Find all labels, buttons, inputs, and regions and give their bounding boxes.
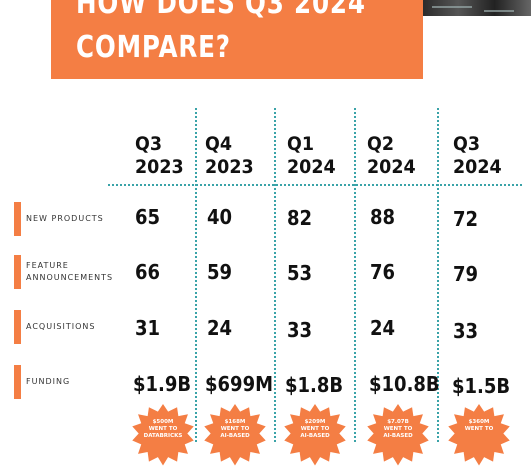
column-year: 2024 [453, 156, 502, 178]
row-marker [14, 365, 21, 399]
badge-line: $360M [468, 419, 490, 425]
badge-text: $7.07B WENT TO AI-BASED [367, 419, 428, 440]
row-marker [14, 202, 21, 236]
funding-badge: $500M WENT TO DATABRICKS [132, 404, 194, 466]
badge-text: $360M WENT TO [448, 419, 509, 433]
column-quarter: Q4 [205, 133, 233, 155]
cell-value: 33 [287, 318, 313, 342]
cell-value: 79 [453, 262, 479, 286]
column-divider [437, 108, 439, 442]
badge-line: AI-BASED [383, 433, 413, 439]
badge-line: WENT TO [464, 426, 494, 432]
cell-value: $1.9B [133, 372, 192, 396]
cell-value: $699M [205, 372, 274, 396]
badge-line: $7.07B [387, 419, 409, 425]
column-year: 2024 [367, 156, 416, 178]
column-header: Q3 2024 [453, 133, 502, 179]
column-year: 2024 [287, 156, 336, 178]
funding-badge: $360M WENT TO [448, 404, 510, 466]
column-header: Q2 2024 [367, 133, 416, 179]
badge-line: WENT TO [148, 426, 178, 432]
column-header: Q4 2023 [205, 133, 254, 179]
badge-text: $209M WENT TO AI-BASED [284, 419, 345, 440]
cell-value: 82 [287, 206, 313, 230]
badge-text: $168M WENT TO AI-BASED [204, 419, 265, 440]
cell-value: 40 [207, 205, 233, 229]
column-quarter: Q3 [135, 133, 163, 155]
page-title-line-1: HOW DOES Q3 2024 [76, 0, 366, 21]
cell-value: 88 [370, 205, 396, 229]
cell-value: 24 [207, 316, 233, 340]
cell-value: 53 [287, 261, 313, 285]
column-divider [354, 108, 356, 442]
badge-line: AI-BASED [300, 433, 330, 439]
column-year: 2023 [205, 156, 254, 178]
column-quarter: Q2 [367, 133, 395, 155]
badge-text: $500M WENT TO DATABRICKS [132, 419, 193, 440]
row-marker [14, 310, 21, 344]
badge-line: WENT TO [300, 426, 330, 432]
funding-badge: $7.07B WENT TO AI-BASED [367, 404, 429, 466]
header-divider [108, 184, 522, 186]
badge-line: $209M [304, 419, 326, 425]
row-label-line: ANNOUNCEMENTS [26, 273, 114, 282]
cell-value: 72 [453, 207, 479, 231]
title-banner: HOW DOES Q3 2024 COMPARE? [51, 0, 423, 79]
cell-value: $1.5B [452, 374, 511, 398]
cell-value: 59 [207, 260, 233, 284]
column-year: 2023 [135, 156, 184, 178]
photo-detail [484, 10, 514, 12]
cell-value: 65 [135, 205, 161, 229]
funding-badge: $209M WENT TO AI-BASED [284, 404, 346, 466]
cell-value: 76 [370, 260, 396, 284]
header-photo [422, 0, 531, 16]
badge-line: AI-BASED [220, 433, 250, 439]
column-divider [195, 108, 197, 442]
photo-detail [432, 6, 472, 8]
cell-value: 24 [370, 316, 396, 340]
funding-badge: $168M WENT TO AI-BASED [204, 404, 266, 466]
cell-value: $1.8B [285, 373, 344, 397]
row-marker [14, 255, 21, 289]
badge-line: $500M [152, 419, 174, 425]
row-label-text: NEW PRODUCTS [26, 214, 104, 223]
column-header: Q3 2023 [135, 133, 184, 179]
row-label-text: FUNDING [26, 377, 71, 386]
column-header: Q1 2024 [287, 133, 336, 179]
cell-value: 33 [453, 319, 479, 343]
column-quarter: Q1 [287, 133, 315, 155]
row-label-line: FEATURE [26, 261, 69, 270]
cell-value: 31 [135, 316, 161, 340]
badge-line: DATABRICKS [143, 433, 183, 439]
badge-line: WENT TO [383, 426, 413, 432]
row-label-text: ACQUISITIONS [26, 322, 96, 331]
cell-value: $10.8B [369, 372, 440, 396]
row-label-text: FEATURE ANNOUNCEMENTS [26, 260, 113, 284]
badge-line: WENT TO [220, 426, 250, 432]
column-quarter: Q3 [453, 133, 481, 155]
badge-line: $168M [224, 419, 246, 425]
page-title-line-2: COMPARE? [76, 30, 231, 65]
cell-value: 66 [135, 260, 161, 284]
column-divider [274, 108, 276, 442]
